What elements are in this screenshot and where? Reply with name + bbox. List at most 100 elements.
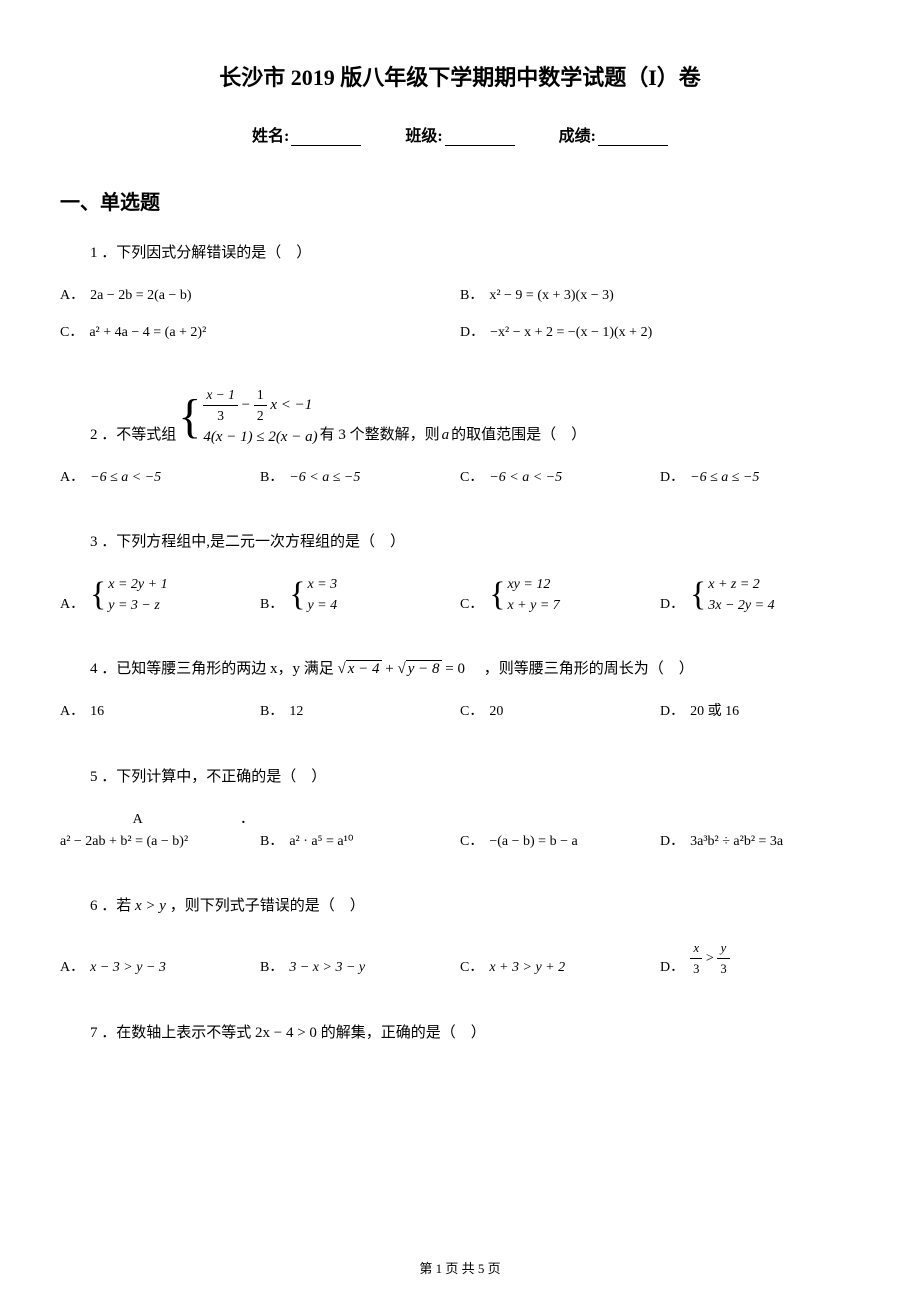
q4-plus: + [382, 661, 398, 677]
q3-a-sys: {x = 2y + 1y = 3 − z [90, 574, 167, 616]
name-blank [291, 145, 361, 146]
q1-d-math: −x² − x + 2 = −(x − 1)(x + 2) [490, 322, 652, 344]
q4-d: 20 或 16 [690, 701, 739, 723]
opt-label-b: B． [260, 957, 283, 979]
q2-a-math: −6 ≤ a < −5 [90, 470, 161, 485]
q2-line1: x − 13 − 12 x < −1 [203, 385, 317, 427]
q6-opt-a: A． x − 3 > y − 3 [60, 938, 260, 979]
opt-label-c: C． [460, 594, 483, 616]
q5-d-math: 3a³b² ÷ a²b² = 3a [690, 831, 783, 853]
opt-label-c: C． [60, 322, 83, 344]
page-footer: 第 1 页 共 5 页 [0, 1258, 920, 1277]
q3-a2: y = 3 − z [108, 598, 160, 613]
opt-label-d: D． [660, 831, 684, 853]
q2-l1-den1: 3 [203, 406, 238, 426]
q6-d-math: x 3 > y 3 [690, 938, 730, 979]
q1-opt-c: C． a² + 4a − 4 = (a + 2)² [60, 322, 460, 344]
q7-prefix: 7 ．在数轴上表示不等式 [90, 1025, 251, 1041]
q3-opt-c: C． {xy = 12x + y = 7 [460, 574, 660, 616]
q1-options: A． 2a − 2b = 2(a − b) B． x² − 9 = (x + 3… [60, 285, 860, 360]
q1-opt-a: A． 2a − 2b = 2(a − b) [60, 285, 460, 307]
brace-icon: { [90, 582, 106, 609]
q1-b-math: x² − 9 = (x + 3)(x − 3) [489, 285, 613, 307]
q6-options: A． x − 3 > y − 3 B． 3 − x > 3 − y C．x + 3 … [60, 938, 860, 994]
q6-opt-c: C．x + 3 > y + 2 [460, 938, 660, 979]
q4-opt-b: B． 12 [260, 701, 460, 723]
opt-label-b: B． [260, 467, 283, 489]
q1-opt-b: B． x² − 9 = (x + 3)(x − 3) [460, 285, 860, 307]
q4-options: A．16 B． 12 C．20 D． 20 或 16 [60, 701, 860, 738]
q5-opt-b: B． a² · a⁵ = a¹⁰ [260, 809, 460, 854]
q3-d-sys: {x + z = 23x − 2y = 4 [690, 574, 774, 616]
q6-opt-b: B． 3 − x > 3 − y [260, 938, 460, 979]
q1-c-math: a² + 4a − 4 = (a + 2)² [89, 322, 206, 344]
question-5: 5 ．下列计算中，不正确的是（ ） A ． a² − 2ab + b² = (a… [60, 764, 860, 869]
q3-b-sys: {x = 3 y = 4 [289, 574, 337, 616]
name-label: 姓名: [252, 128, 289, 145]
question-4: 4 ．已知等腰三角形的两边 x，y 满足 x − 4 + y − 8 = 0 ，… [60, 656, 860, 738]
score-blank [598, 145, 668, 146]
q2-opt-c: C．−6 < a < −5 [460, 467, 660, 489]
q6-b-math: 3 − x > 3 − y [289, 960, 365, 975]
q2-b-math: −6 < a ≤ −5 [289, 470, 360, 485]
q4-opt-c: C．20 [460, 701, 660, 723]
q3-opt-b: B． {x = 3y = 4 [260, 574, 460, 616]
q4-suffix: ，则等腰三角形的周长为（ ） [469, 661, 694, 677]
q3-opt-d: D． {x + z = 23x − 2y = 4 [660, 574, 860, 616]
page-title: 长沙市 2019 版八年级下学期期中数学试题（I）卷 [60, 60, 860, 92]
opt-label-d: D． [660, 594, 684, 616]
q3-b1: x = 3 [307, 577, 337, 592]
name-field: 姓名: [252, 122, 361, 146]
q2-opt-d: D． −6 ≤ a ≤ −5 [660, 467, 860, 489]
q5-a-math: a² − 2ab + b² = (a − b)² [60, 831, 188, 853]
q3-d1: x + z = 2 [708, 577, 760, 592]
q6-d-den2: 3 [717, 959, 729, 979]
q2-l1-num1: x − 1 [206, 387, 235, 402]
q6-a-math: x − 3 > y − 3 [90, 960, 166, 975]
q4-rad2: y − 8 [408, 661, 440, 677]
opt-label-c: C． [460, 957, 483, 979]
opt-label-b: B． [260, 701, 283, 723]
q4-prefix: 4 ．已知等腰三角形的两边 x，y 满足 [90, 661, 334, 677]
opt-label-d: D． [660, 701, 684, 723]
q4-opt-a: A．16 [60, 701, 260, 723]
opt-label-a: A． [60, 594, 84, 616]
class-label: 班级: [405, 128, 442, 145]
q5-b-math: a² · a⁵ = a¹⁰ [289, 831, 353, 853]
opt-label-a: A． [60, 467, 84, 489]
opt-label-d: D． [660, 467, 684, 489]
brace-icon: { [489, 582, 505, 609]
opt-label-a: A． [60, 957, 84, 979]
q6-d-den1: 3 [690, 959, 702, 979]
question-3: 3 ．下列方程组中,是二元一次方程组的是（ ） A． {x = 2y + 1y … [60, 529, 860, 631]
q4-b: 12 [289, 701, 303, 723]
q6-d-gt: > [702, 951, 717, 966]
opt-label-d: D． [660, 957, 684, 979]
brace-icon: { [289, 582, 305, 609]
opt-label-b: B． [460, 285, 483, 307]
brace-icon: { [178, 398, 201, 436]
q2-d-math: −6 ≤ a ≤ −5 [690, 470, 759, 485]
score-label: 成绩: [559, 128, 596, 145]
q6-opt-d: D． x 3 > y 3 [660, 938, 860, 979]
opt-label-b: B． [260, 831, 283, 853]
opt-label-a: A． [60, 701, 84, 723]
q3-c-sys: {xy = 12x + y = 7 [489, 574, 559, 616]
q6-d-num2: y [721, 941, 727, 955]
q4-opt-d: D． 20 或 16 [660, 701, 860, 723]
question-2: 2 ．不等式组 { x − 13 − 12 x < −1 4(x − 1) ≤ … [60, 385, 860, 504]
q2-c-math: −6 < a < −5 [489, 470, 562, 485]
q2-line2: 4(x − 1) ≤ 2(x − a) [203, 426, 317, 449]
opt-label-d: D． [460, 322, 484, 344]
section-header: 一、单选题 [60, 186, 860, 215]
q2-opt-a: A． −6 ≤ a < −5 [60, 467, 260, 489]
q3-b2: y = 4 [307, 598, 337, 613]
q3-c1: xy = 12 [507, 577, 550, 592]
q3-d2: 3x − 2y = 4 [708, 598, 774, 613]
q2-l1-num2: 1 [254, 385, 267, 406]
q7-expr: 2x − 4 > 0 [255, 1025, 317, 1041]
q5-options: A ． a² − 2ab + b² = (a − b)² B．a² · a⁵ =… [60, 809, 860, 869]
opt-label-c: C． [460, 831, 483, 853]
q2-options: A． −6 ≤ a < −5 B． −6 < a ≤ −5 C．−6 < a < −… [60, 467, 860, 504]
q6-d-num1: x [693, 941, 699, 955]
